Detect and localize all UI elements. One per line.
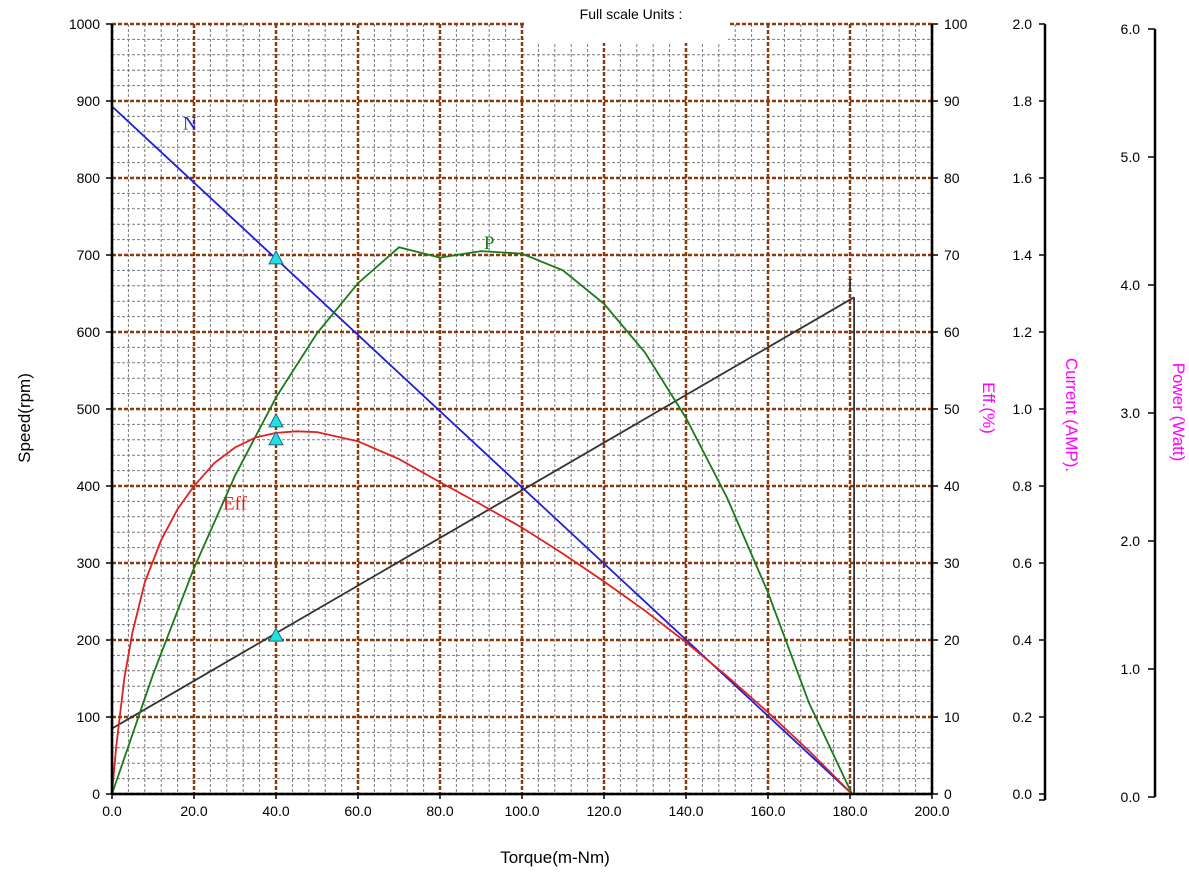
torque-tick-label: 60.0 <box>344 803 371 819</box>
power-tick-label: 6.0 <box>1121 21 1141 37</box>
torque-axis-title: Torque(m-Nm) <box>500 848 610 867</box>
speed-tick-label: 300 <box>77 555 101 571</box>
speed-tick-label: 700 <box>77 247 101 263</box>
eff-tick-label: 100 <box>944 16 968 32</box>
current-axis-title: Current (AMP). <box>1062 358 1081 472</box>
current-tick-label: 1.6 <box>1013 170 1033 186</box>
eff-tick-label: 40 <box>944 478 960 494</box>
power-tick-label: 3.0 <box>1121 405 1141 421</box>
eff-axis-title: Eff.(%) <box>979 382 998 434</box>
torque-tick-label: 120.0 <box>586 803 621 819</box>
current-tick-label: 1.4 <box>1013 247 1033 263</box>
marker-triangle-eff <box>268 430 284 446</box>
torque-tick-label: 180.0 <box>832 803 867 819</box>
eff-tick-label: 50 <box>944 401 960 417</box>
speed-tick-label: 500 <box>77 401 101 417</box>
power-tick-label: 5.0 <box>1121 149 1141 165</box>
speed-tick-label: 600 <box>77 324 101 340</box>
series-label-i: I <box>847 275 853 296</box>
series-line-eff <box>111 430 853 795</box>
eff-tick-label: 0 <box>944 786 952 802</box>
marker-triangle-current <box>268 627 284 642</box>
markers <box>268 249 284 642</box>
torque-tick-label: 160.0 <box>750 803 785 819</box>
eff-tick-label: 60 <box>944 324 960 340</box>
speed-tick-label: 800 <box>77 170 101 186</box>
eff-tick-label: 20 <box>944 632 960 648</box>
eff-tick-label: 80 <box>944 170 960 186</box>
current-tick-label: 0.4 <box>1013 632 1033 648</box>
speed-tick-label: 100 <box>77 709 101 725</box>
current-tick-label: 0.6 <box>1013 555 1033 571</box>
power-tick-label: 0.0 <box>1121 789 1141 805</box>
torque-tick-label: 40.0 <box>262 803 289 819</box>
speed-tick-label: 200 <box>77 632 101 648</box>
marker-triangle-speed <box>268 249 284 265</box>
current-tick-label: 1.0 <box>1013 401 1033 417</box>
series-label-p: P <box>484 233 495 254</box>
eff-tick-label: 30 <box>944 555 960 571</box>
series-line-p <box>111 246 853 795</box>
header-box <box>524 3 728 43</box>
power-tick-label: 1.0 <box>1121 661 1141 677</box>
torque-tick-label: 200.0 <box>914 803 949 819</box>
current-tick-label: 1.2 <box>1013 324 1033 340</box>
torque-tick-label: 20.0 <box>180 803 207 819</box>
header-text: Full scale Units : <box>580 6 683 22</box>
speed-tick-label: 400 <box>77 478 101 494</box>
series-label-n: N <box>183 114 197 135</box>
eff-tick-label: 90 <box>944 93 960 109</box>
current-tick-label: 1.8 <box>1013 93 1033 109</box>
series-label-eff: Eff <box>223 493 248 514</box>
torque-tick-label: 100.0 <box>504 803 539 819</box>
current-tick-label: 0.0 <box>1013 786 1033 802</box>
eff-tick-label: 10 <box>944 709 960 725</box>
torque-tick-label: 80.0 <box>426 803 453 819</box>
series-lines <box>111 105 855 795</box>
current-tick-label: 2.0 <box>1013 16 1033 32</box>
speed-tick-label: 900 <box>77 93 101 109</box>
speed-tick-label: 1000 <box>69 16 100 32</box>
marker-triangle-power <box>268 412 284 428</box>
power-tick-label: 2.0 <box>1121 533 1141 549</box>
torque-tick-label: 0.0 <box>102 803 122 819</box>
power-axis-title: Power (Watt) <box>1169 363 1188 462</box>
current-tick-label: 0.8 <box>1013 478 1033 494</box>
eff-tick-label: 70 <box>944 247 960 263</box>
power-tick-label: 4.0 <box>1121 277 1141 293</box>
speed-axis-title: Speed(rpm) <box>15 373 34 463</box>
series-line-i <box>111 296 855 730</box>
series-labels: N P Eff I <box>183 114 853 515</box>
speed-tick-label: 0 <box>92 786 100 802</box>
series-line-n <box>111 105 853 795</box>
torque-tick-label: 140.0 <box>668 803 703 819</box>
current-tick-label: 0.2 <box>1013 709 1033 725</box>
major-grid <box>110 22 934 796</box>
